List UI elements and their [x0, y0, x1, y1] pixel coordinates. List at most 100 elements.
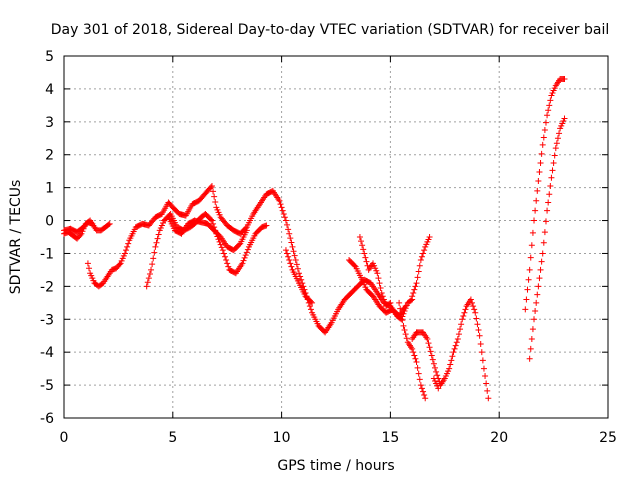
data-point: [553, 140, 560, 147]
x-axis-label: GPS time / hours: [277, 458, 394, 474]
data-point: [542, 218, 549, 225]
data-point: [480, 365, 487, 372]
data-point: [151, 249, 158, 256]
data-point: [429, 356, 436, 363]
data-point: [244, 246, 251, 253]
data-point: [84, 260, 91, 267]
data-point: [222, 253, 229, 260]
data-point: [298, 276, 305, 283]
data-point: [537, 266, 544, 273]
data-point: [293, 261, 300, 268]
data-point: [544, 207, 551, 214]
data-point: [409, 345, 416, 352]
data-point: [459, 316, 466, 323]
plot-frame: [63, 55, 609, 419]
data-point: [219, 247, 226, 254]
y-tick-label: 3: [45, 115, 54, 131]
data-point: [412, 355, 419, 362]
data-point: [155, 231, 162, 238]
data-point: [417, 382, 424, 389]
data-point: [483, 380, 490, 387]
data-point: [457, 326, 464, 333]
data-point: [531, 316, 538, 323]
data-point: [410, 349, 417, 356]
series-s11: [409, 296, 492, 402]
data-point: [306, 303, 313, 310]
data-point: [426, 344, 433, 351]
data-point: [148, 266, 155, 273]
y-tick-label: -5: [40, 378, 54, 394]
y-tick-label: 0: [45, 214, 54, 230]
data-point: [375, 275, 382, 282]
series-s5: [165, 214, 250, 254]
data-point: [433, 368, 440, 375]
data-point: [532, 207, 539, 214]
data-point: [307, 306, 314, 313]
data-point: [428, 352, 435, 359]
data-point: [124, 243, 131, 250]
data-point: [243, 249, 250, 256]
x-tick-label: 0: [60, 430, 69, 446]
data-point: [359, 242, 366, 249]
data-point: [285, 226, 292, 233]
data-point: [411, 352, 418, 359]
data-point: [361, 250, 368, 257]
data-point: [386, 300, 393, 307]
data-point: [541, 229, 548, 236]
data-point: [561, 115, 568, 122]
data-point: [146, 271, 153, 278]
y-tick-label: 1: [45, 181, 54, 197]
data-point: [549, 167, 556, 174]
data-point: [380, 296, 387, 303]
y-tick-label: 2: [45, 148, 54, 164]
data-point: [400, 322, 407, 329]
data-point: [409, 293, 416, 300]
data-point: [150, 255, 157, 262]
y-tick-label: -2: [40, 279, 54, 295]
data-point: [534, 187, 541, 194]
data-point: [415, 268, 422, 275]
data-point: [446, 365, 453, 372]
data-point: [484, 387, 491, 394]
data-point: [123, 247, 130, 254]
data-point: [455, 331, 462, 338]
data-point: [208, 182, 215, 189]
data-point: [527, 254, 534, 261]
data-point: [399, 317, 406, 324]
x-tick-label: 5: [168, 430, 177, 446]
data-point: [242, 252, 249, 259]
data-point: [278, 204, 285, 211]
data-point: [402, 331, 409, 338]
data-point: [145, 275, 152, 282]
data-point: [532, 308, 539, 315]
x-tick-label: 20: [490, 430, 508, 446]
data-point: [426, 234, 433, 240]
data-point: [374, 270, 381, 277]
data-point: [473, 315, 480, 322]
data-point: [430, 360, 437, 367]
data-point: [220, 250, 227, 257]
y-tick-label: 4: [45, 82, 54, 98]
data-point: [290, 248, 297, 255]
data-point: [546, 102, 553, 109]
data-point: [529, 326, 536, 333]
data-point: [121, 250, 128, 257]
y-tick-label: -1: [40, 246, 54, 262]
data-point: [526, 355, 533, 362]
data-point: [309, 299, 316, 306]
data-point: [362, 254, 369, 261]
data-point: [210, 188, 217, 195]
data-point: [414, 364, 421, 371]
data-point: [291, 252, 298, 259]
data-point: [413, 280, 420, 287]
data-point: [280, 210, 287, 217]
data-point: [467, 296, 474, 303]
data-point: [208, 217, 215, 224]
data-point: [143, 283, 150, 290]
data-point: [282, 247, 289, 254]
series-s12: [430, 375, 442, 392]
series-s9: [396, 299, 429, 402]
data-point: [547, 182, 554, 189]
data-point: [207, 216, 214, 223]
data-point: [460, 312, 467, 319]
